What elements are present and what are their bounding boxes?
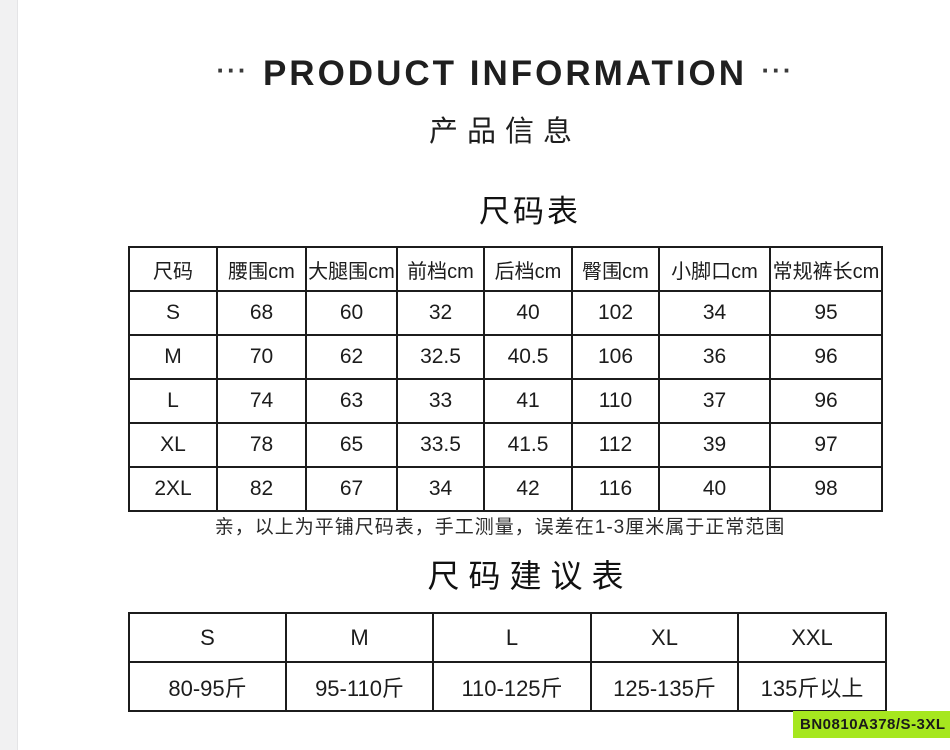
page-left-margin-strip <box>0 0 18 750</box>
size-suggestion-heading: 尺码建议表 <box>427 558 633 594</box>
table-cell: 34 <box>658 290 771 336</box>
table-cell: 2XL <box>128 466 218 512</box>
table-cell: S <box>128 290 218 336</box>
size-chart-table: 尺码 腰围cm 大腿围cm 前档cm 后档cm 臀围cm 小脚口cm 常规裤长cm S 68 60 3… <box>128 246 883 512</box>
size-suggestion-table: S M L XL XXL 80-95斤 95-110斤 110-125斤 125-135斤 135… <box>128 612 887 712</box>
table-cell: 97 <box>769 422 883 468</box>
table-cell: 40 <box>483 290 573 336</box>
table-cell: L <box>128 378 218 424</box>
table-header-cell: 尺码 <box>128 246 218 292</box>
table-cell: 110 <box>571 378 660 424</box>
table-cell: XL <box>128 422 218 468</box>
table-header-cell: 大腿围cm <box>305 246 398 292</box>
product-code-badge: BN0810A378/S-3XL <box>793 711 950 738</box>
title-dots-left-icon: ··· <box>216 55 249 85</box>
table-cell: 62 <box>305 334 398 380</box>
table-cell: 33.5 <box>396 422 485 468</box>
table-cell: 78 <box>216 422 307 468</box>
table-cell: 39 <box>658 422 771 468</box>
page-subtitle-cn: 产品信息 <box>428 116 581 148</box>
table-cell: 95-110斤 <box>285 661 434 712</box>
table-cell: 36 <box>658 334 771 380</box>
table-row: 80-95斤 95-110斤 110-125斤 125-135斤 135斤以上 <box>128 661 887 712</box>
table-row: L 74 63 33 41 110 37 96 <box>128 378 883 424</box>
table-cell: 60 <box>305 290 398 336</box>
table-cell: 106 <box>571 334 660 380</box>
table-header-cell: 前档cm <box>396 246 485 292</box>
table-cell: 37 <box>658 378 771 424</box>
table-header-cell: 后档cm <box>483 246 573 292</box>
table-cell: 80-95斤 <box>128 661 287 712</box>
table-cell: 74 <box>216 378 307 424</box>
table-cell: 82 <box>216 466 307 512</box>
table-header-cell: XL <box>590 612 739 663</box>
table-cell: 33 <box>396 378 485 424</box>
table-cell: 42 <box>483 466 573 512</box>
table-cell: 40 <box>658 466 771 512</box>
page-header: ··· PRODUCT INFORMATION ··· <box>60 54 950 94</box>
table-row: XL 78 65 33.5 41.5 112 39 97 <box>128 422 883 468</box>
table-cell: 110-125斤 <box>432 661 592 712</box>
table-header-cell: 臀围cm <box>571 246 660 292</box>
table-cell: 96 <box>769 378 883 424</box>
table-cell: 32.5 <box>396 334 485 380</box>
table-header-row: 尺码 腰围cm 大腿围cm 前档cm 后档cm 臀围cm 小脚口cm 常规裤长cm <box>128 246 883 292</box>
table-cell: M <box>128 334 218 380</box>
table-cell: 125-135斤 <box>590 661 739 712</box>
table-cell: 41.5 <box>483 422 573 468</box>
table-cell: 32 <box>396 290 485 336</box>
table-cell: 95 <box>769 290 883 336</box>
size-chart-note: 亲，以上为平铺尺码表，手工测量，误差在1-3厘米属于正常范围 <box>214 517 786 538</box>
table-cell: 67 <box>305 466 398 512</box>
table-header-cell: L <box>432 612 592 663</box>
table-header-cell: S <box>128 612 287 663</box>
table-cell: 102 <box>571 290 660 336</box>
title-dots-right-icon: ··· <box>761 55 794 85</box>
table-cell: 70 <box>216 334 307 380</box>
size-chart-heading: 尺码表 <box>479 194 581 229</box>
table-row: M 70 62 32.5 40.5 106 36 96 <box>128 334 883 380</box>
table-cell: 68 <box>216 290 307 336</box>
table-header-cell: 小脚口cm <box>658 246 771 292</box>
table-cell: 116 <box>571 466 660 512</box>
table-header-cell: 腰围cm <box>216 246 307 292</box>
table-cell: 34 <box>396 466 485 512</box>
table-row: 2XL 82 67 34 42 116 40 98 <box>128 466 883 512</box>
table-cell: 112 <box>571 422 660 468</box>
table-cell: 63 <box>305 378 398 424</box>
page-title: PRODUCT INFORMATION <box>262 54 748 93</box>
table-cell: 96 <box>769 334 883 380</box>
table-cell: 65 <box>305 422 398 468</box>
table-cell: 135斤以上 <box>737 661 887 712</box>
table-cell: 98 <box>769 466 883 512</box>
table-header-row: S M L XL XXL <box>128 612 887 663</box>
table-header-cell: M <box>285 612 434 663</box>
table-header-cell: 常规裤长cm <box>769 246 883 292</box>
table-header-cell: XXL <box>737 612 887 663</box>
table-cell: 41 <box>483 378 573 424</box>
table-cell: 40.5 <box>483 334 573 380</box>
table-row: S 68 60 32 40 102 34 95 <box>128 290 883 336</box>
